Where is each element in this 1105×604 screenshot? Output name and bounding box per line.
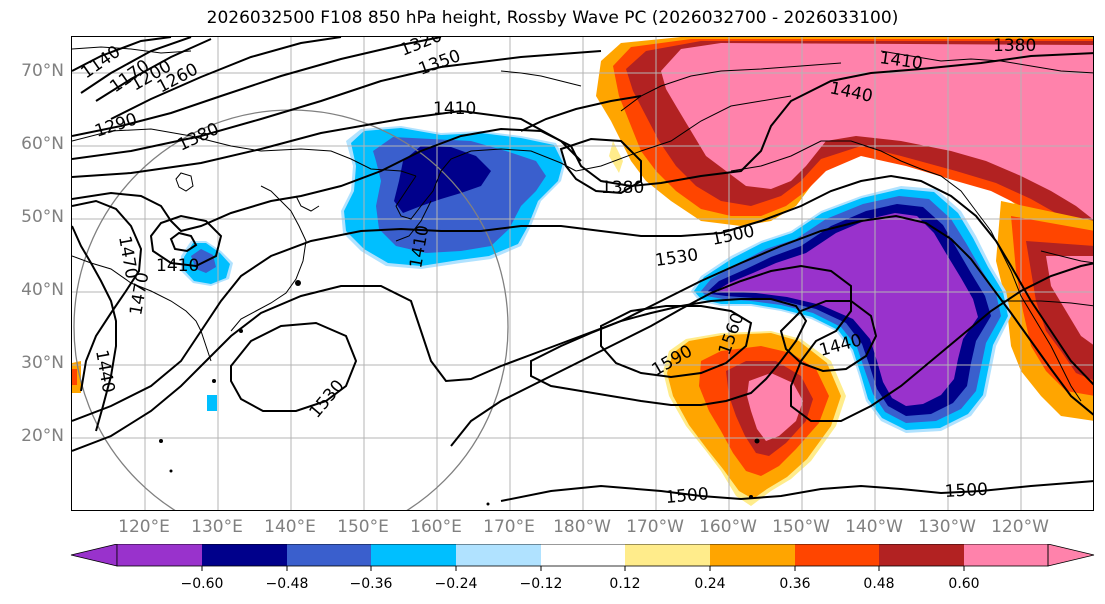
lon-label-130w: 130°W xyxy=(918,517,976,537)
map-canvas: 1140 1170 1200 1260 1290 1320 1350 1380 … xyxy=(72,37,1093,510)
contour-label: 1500 xyxy=(944,480,988,502)
lon-label-140e: 140°E xyxy=(264,517,316,537)
colorbar-tick: −0.12 xyxy=(519,576,563,592)
contour-label: 1380 xyxy=(993,37,1036,56)
colorbar-tick: 0.24 xyxy=(694,576,726,592)
contour-label: 1500 xyxy=(710,221,756,250)
map-title: 2026032500 F108 850 hPa height, Rossby W… xyxy=(206,8,899,28)
map-panel: 1140 1170 1200 1260 1290 1320 1350 1380 … xyxy=(71,36,1094,511)
lat-label-40n: 40°N xyxy=(21,280,64,300)
colorbar-tick: −0.60 xyxy=(180,576,224,592)
colorbar-segment xyxy=(541,544,625,566)
height-contours xyxy=(72,37,1093,502)
colorbar-segment xyxy=(625,544,710,566)
colorbar-tick: 0.36 xyxy=(779,576,811,592)
colorbar xyxy=(70,544,1095,571)
lat-label-70n: 70°N xyxy=(21,61,64,81)
colorbar-tick: −0.48 xyxy=(265,576,309,592)
coastlines xyxy=(72,46,1093,402)
lon-label-170w: 170°W xyxy=(626,517,684,537)
contour-label: 1410 xyxy=(433,99,476,119)
lon-label-150w: 150°W xyxy=(772,517,830,537)
contour-label: 1530 xyxy=(306,376,349,422)
lon-label-150e: 150°E xyxy=(337,517,389,537)
colorbar-segment xyxy=(202,544,287,566)
colorbar-tick: 0.12 xyxy=(609,576,641,592)
lon-label-120e: 120°E xyxy=(118,517,170,537)
colorbar-tick: −0.36 xyxy=(349,576,393,592)
lat-label-60n: 60°N xyxy=(21,134,64,154)
lat-label-20n: 20°N xyxy=(21,426,64,446)
colorbar-extend-left xyxy=(70,544,118,567)
colorbar-tick: −0.24 xyxy=(434,576,478,592)
colorbar-tick: 0.48 xyxy=(863,576,895,592)
colorbar-segment xyxy=(964,544,1048,566)
negative-anomaly-okhotsk xyxy=(341,126,566,269)
contour-label: 1290 xyxy=(92,109,139,141)
lon-label-140w: 140°W xyxy=(845,517,903,537)
lon-label-160w: 160°W xyxy=(699,517,757,537)
gridlines xyxy=(72,37,1093,510)
lat-label-30n: 30°N xyxy=(21,353,64,373)
positive-anomaly-alaska xyxy=(596,37,1093,250)
colorbar-segment xyxy=(371,544,456,566)
lon-label-120w: 120°W xyxy=(991,517,1049,537)
contour-label: 1380 xyxy=(175,119,223,155)
colorbar-extend-right xyxy=(1047,544,1095,567)
colorbar-outline xyxy=(116,544,1049,567)
colorbar-tick: 0.60 xyxy=(948,576,980,592)
positive-anomaly-subtropical xyxy=(663,331,846,506)
colorbar-segment xyxy=(117,544,202,566)
contour-label: 1500 xyxy=(665,484,710,508)
lon-label-130e: 130°E xyxy=(191,517,243,537)
contour-label: 1410 xyxy=(156,256,199,276)
contour-label: 1380 xyxy=(601,178,644,198)
positive-anomaly-westcoast xyxy=(72,201,1093,421)
colorbar-segment xyxy=(456,544,541,566)
lon-label-180w: 180°W xyxy=(553,517,611,537)
colorbar-segment xyxy=(795,544,879,566)
colorbar-segment xyxy=(879,544,964,566)
lon-label-170e: 170°E xyxy=(483,517,535,537)
colorbar-segment xyxy=(710,544,795,566)
contour-label: 1530 xyxy=(654,245,700,271)
colorbar-segment xyxy=(287,544,371,566)
lat-label-50n: 50°N xyxy=(21,207,64,227)
lon-label-160e: 160°E xyxy=(410,517,462,537)
